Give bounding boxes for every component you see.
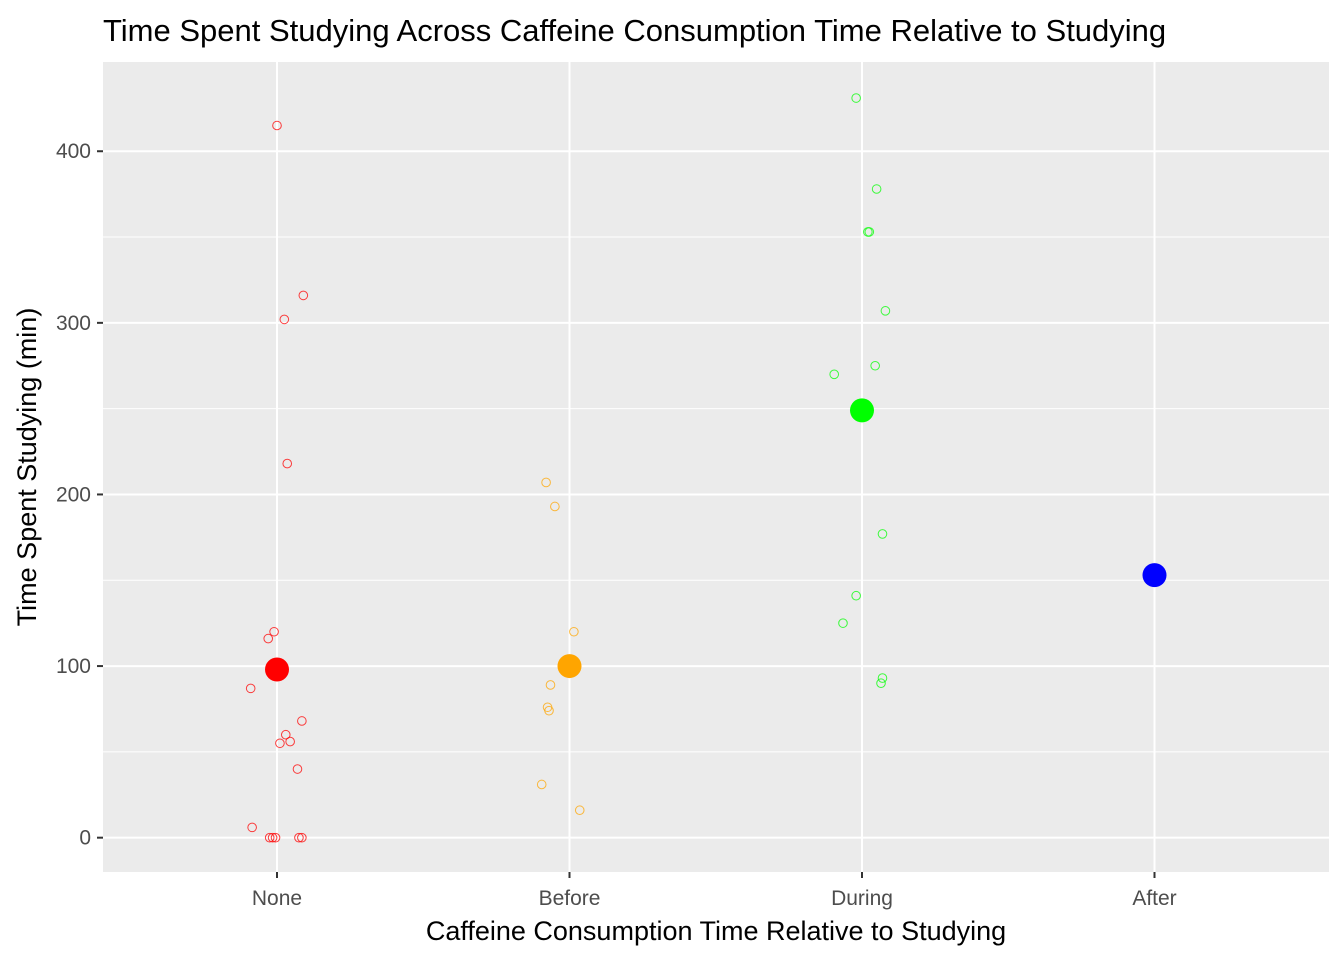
y-tick-label: 200 — [56, 483, 91, 506]
data-point-none — [267, 832, 278, 843]
data-point-none — [298, 290, 309, 301]
data-point-during — [877, 673, 888, 683]
data-point-none — [285, 736, 295, 747]
data-point-none — [292, 764, 303, 774]
minor-gridlines — [103, 236, 1329, 753]
data-point-none — [247, 822, 257, 833]
data-point-during — [864, 227, 875, 237]
data-point-none — [270, 832, 281, 843]
x-tick-label: After — [1132, 887, 1176, 910]
chart-title: Time Spent Studying Across Caffeine Cons… — [103, 13, 1166, 48]
data-point-none — [297, 832, 307, 843]
data-point-before — [544, 705, 554, 716]
data-point-before — [541, 477, 551, 488]
data-point-none — [294, 832, 304, 843]
data-point-before — [545, 680, 556, 690]
x-axis-title: Caffeine Consumption Time Relative to St… — [426, 916, 1006, 946]
data-point-none — [279, 314, 290, 325]
data-point-before — [569, 626, 579, 637]
data-point-during — [838, 618, 848, 628]
y-tick-label: 300 — [56, 312, 91, 335]
data-point-none — [245, 683, 256, 694]
data-point-none — [264, 832, 275, 843]
data-point-during — [829, 369, 840, 380]
data-points — [245, 93, 891, 843]
data-point-none — [263, 633, 274, 644]
x-tick-label: Before — [539, 887, 601, 910]
y-tick-label: 400 — [56, 140, 91, 163]
data-point-none — [269, 626, 279, 637]
data-point-none — [272, 120, 282, 131]
x-axis: None Before During After — [252, 872, 1177, 910]
mean-points — [265, 398, 1167, 682]
plot-panel — [103, 62, 1329, 872]
data-point-during — [880, 306, 891, 316]
y-tick-label: 0 — [79, 827, 91, 850]
data-point-before — [574, 805, 585, 816]
data-point-before — [550, 501, 560, 512]
y-axis-title: Time Spent Studying (min) — [12, 308, 42, 627]
data-point-during — [851, 590, 861, 601]
mean-point-none — [265, 657, 289, 682]
mean-point-before — [557, 654, 582, 679]
x-tick-label: During — [831, 887, 893, 910]
data-point-none — [275, 738, 285, 749]
data-point-during — [871, 184, 882, 194]
data-point-none — [297, 716, 307, 726]
major-gridlines — [103, 62, 1329, 872]
data-point-during — [851, 93, 861, 103]
data-point-during — [870, 360, 880, 371]
y-axis: 0 100 200 300 400 — [56, 140, 103, 850]
data-point-none — [280, 729, 291, 740]
y-tick-label: 100 — [56, 655, 91, 678]
x-tick-label: None — [252, 887, 302, 910]
data-point-before — [536, 779, 547, 790]
mean-point-during — [850, 398, 874, 423]
data-point-during — [876, 678, 886, 689]
mean-point-after — [1142, 563, 1167, 588]
data-point-none — [282, 458, 293, 469]
data-point-during — [877, 529, 888, 539]
